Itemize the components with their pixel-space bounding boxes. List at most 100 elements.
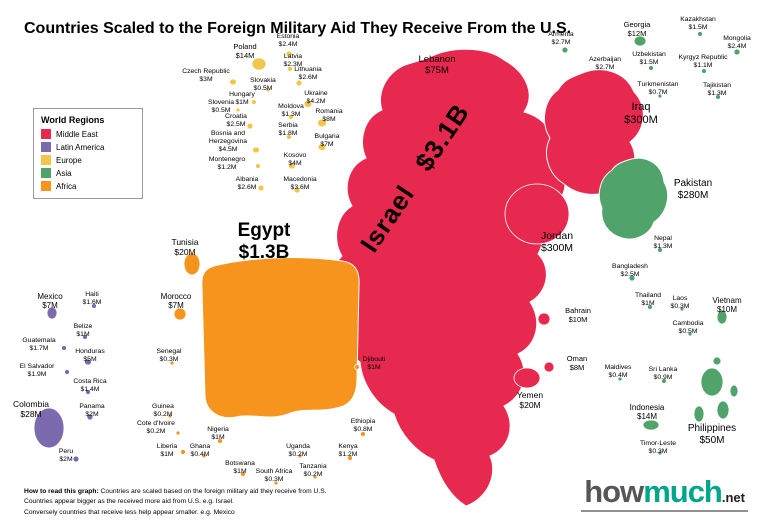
- howmuch-logo: howmuch.net: [581, 476, 748, 512]
- logo-text-net: .net: [721, 490, 745, 505]
- country-shape-peru: [72, 455, 80, 463]
- country-shape-armenia: [561, 46, 569, 54]
- country-shape-senegal: [169, 360, 175, 366]
- country-shape-ghana: [201, 453, 207, 459]
- country-shape-montenegro: [255, 163, 261, 169]
- footer-note: How to read this graph: Countries are sc…: [24, 487, 327, 518]
- country-shape-philippines: [712, 356, 722, 366]
- country-shape-morocco: [173, 307, 187, 321]
- country-shape-timor-leste: [657, 450, 663, 456]
- country-shape-liberia: [180, 449, 186, 455]
- country-shape-philippines: [700, 367, 724, 397]
- country-shape-lithuania: [295, 79, 303, 87]
- country-shape-hungary: [251, 99, 257, 105]
- country-shape-philippines: [693, 405, 705, 423]
- logo-text-how: how: [584, 474, 644, 509]
- country-shape-colombia: [33, 407, 65, 449]
- country-shape-guatemala: [61, 345, 67, 351]
- country-shape-czech-republic: [229, 78, 237, 86]
- country-shape-tajikistan: [715, 94, 721, 100]
- country-shape-macedonia: [293, 186, 301, 194]
- country-shape-bulgaria: [317, 143, 327, 151]
- country-shape-mexico: [46, 306, 58, 320]
- footer-line-1: How to read this graph: Countries are sc…: [24, 487, 327, 497]
- footer-line-1-text: Countries are scaled based on the foreig…: [98, 488, 327, 495]
- legend-swatch: [41, 168, 51, 178]
- country-shape-indonesia: [642, 419, 660, 431]
- country-shape-yemen: [513, 367, 541, 389]
- country-shape-thailand: [647, 304, 653, 310]
- country-shape-maldives: [617, 376, 623, 382]
- country-shape-kazakhstan: [697, 31, 703, 37]
- country-shape-vietnam: [716, 309, 728, 325]
- legend-label: Africa: [56, 181, 77, 191]
- country-shape-sri-lanka: [661, 378, 667, 384]
- legend-swatch: [41, 181, 51, 191]
- country-shape-belize: [82, 334, 88, 340]
- country-shape-iraq: [543, 69, 644, 195]
- country-shape-tanzania: [312, 474, 318, 480]
- country-shape-pakistan: [598, 157, 669, 240]
- page-title: Countries Scaled to the Foreign Military…: [24, 19, 572, 37]
- country-shape-egypt: [201, 257, 360, 419]
- country-shape-nigeria: [217, 438, 223, 444]
- country-shape-guinea: [167, 413, 173, 419]
- country-shape-moldova: [288, 114, 294, 120]
- country-shape-latvia: [287, 66, 293, 72]
- legend-swatch: [41, 129, 51, 139]
- country-shape-laos: [679, 306, 685, 312]
- legend-label: Latin America: [56, 142, 105, 152]
- country-shape-georgia: [633, 35, 647, 47]
- footer-line-3: Conversely countries that receive less h…: [24, 508, 235, 516]
- legend: World Regions Middle East Latin America Eu…: [33, 108, 143, 199]
- legend-item-africa: Africa: [41, 181, 135, 191]
- legend-label: Asia: [56, 168, 72, 178]
- country-shape-nepal: [657, 247, 663, 253]
- country-shape-tunisia: [183, 252, 201, 276]
- country-shape-mongolia: [733, 48, 741, 56]
- country-shape-bahrain: [537, 312, 551, 326]
- country-shape-oman: [543, 361, 555, 373]
- legend-label: Europe: [56, 155, 82, 165]
- country-shape-ukraine: [303, 100, 313, 108]
- country-shape-djibouti: [354, 364, 360, 370]
- legend-swatch: [41, 142, 51, 152]
- country-shape-bosnia-and-herzegovina: [252, 146, 260, 154]
- legend-item-middle-east: Middle East: [41, 129, 135, 139]
- logo-text-much: much: [643, 474, 723, 509]
- country-shape-el-salvador: [64, 369, 70, 375]
- footer-lead: How to read this graph:: [24, 488, 99, 495]
- country-shape-south-africa: [273, 480, 279, 486]
- country-shape-serbia: [286, 134, 292, 140]
- country-shape-kyrgyz-republic: [701, 68, 707, 74]
- country-shape-israel: [332, 48, 566, 507]
- legend-item-asia: Asia: [41, 168, 135, 178]
- country-shape-botswana: [240, 471, 246, 477]
- country-shape-uganda: [297, 453, 303, 459]
- country-shape-philippines: [716, 400, 730, 420]
- country-shape-slovakia: [265, 87, 271, 93]
- country-shape-panama: [86, 413, 94, 421]
- country-shape-philippines: [729, 384, 739, 398]
- footer-line-2: Countries appear bigger as the received …: [24, 498, 235, 506]
- country-shape-costa-rica: [85, 389, 91, 395]
- legend-title: World Regions: [41, 115, 105, 125]
- country-shape-uzbekistan: [648, 65, 654, 71]
- country-shape-croatia: [246, 122, 254, 130]
- country-shape-kenya: [347, 455, 353, 461]
- country-shape-poland: [251, 57, 267, 71]
- legend-item-latin-america: Latin America: [41, 142, 135, 152]
- legend-label: Middle East: [56, 129, 98, 139]
- country-shape-haiti: [91, 303, 97, 309]
- country-shape-ethiopia: [360, 431, 366, 437]
- country-shape-romania: [317, 118, 327, 128]
- country-shape-honduras: [84, 358, 92, 366]
- country-shape-estonia: [285, 50, 293, 58]
- country-shape-turkmenistan: [657, 93, 663, 99]
- country-shape-bangladesh: [628, 274, 636, 282]
- country-shape-albania: [257, 184, 265, 192]
- legend-items: Middle East Latin America Europe Asia Africa: [41, 129, 135, 191]
- country-shape-slovenia: [235, 107, 241, 113]
